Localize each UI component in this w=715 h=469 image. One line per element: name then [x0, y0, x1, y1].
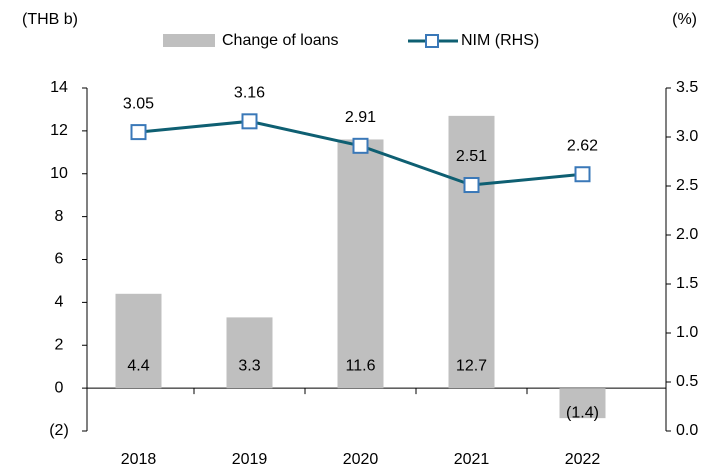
legend-label: Change of loans [222, 32, 339, 49]
y2-tick-label: 2.5 [676, 177, 698, 194]
y-tick-label: 8 [55, 208, 64, 225]
y-tick-label: 12 [50, 122, 68, 139]
x-tick-label: 2022 [565, 451, 601, 468]
bar [337, 139, 384, 389]
y-tick-label: 0 [55, 379, 64, 396]
legend-marker [425, 34, 439, 48]
x-tick-label: 2018 [121, 451, 157, 468]
y-tick-label: 10 [50, 165, 68, 182]
line-value-label: 2.62 [567, 137, 598, 154]
x-tick-label: 2020 [343, 451, 379, 468]
bar [226, 317, 273, 389]
y2-tick-label: 2.0 [676, 226, 698, 243]
bar [448, 115, 495, 389]
legend-swatch [163, 34, 215, 47]
bar-value-label: 4.4 [127, 357, 149, 374]
line-marker [352, 137, 369, 154]
bar [115, 293, 162, 389]
y2-tick-label: 3.5 [676, 79, 698, 96]
line-marker [463, 177, 480, 194]
legend-label: NIM (RHS) [461, 32, 539, 49]
bar [559, 388, 606, 419]
y-tick-label: 2 [55, 336, 64, 353]
y-tick-label: 14 [50, 79, 68, 96]
line-value-label: 3.05 [123, 95, 154, 112]
line-value-label: 2.51 [456, 148, 487, 165]
y2-tick-label: 3.0 [676, 128, 698, 145]
y2-tick-label: 0.0 [676, 422, 698, 439]
line-value-label: 2.91 [345, 109, 376, 126]
y-tick-label: 6 [55, 251, 64, 268]
y2-tick-label: 1.0 [676, 324, 698, 341]
bar-value-label: (1.4) [566, 404, 599, 421]
y2-tick-label: 1.5 [676, 275, 698, 292]
x-tick-label: 2021 [454, 451, 490, 468]
line-marker [241, 113, 258, 130]
line-value-label: 3.16 [234, 85, 265, 102]
bar-value-label: 12.7 [456, 357, 487, 374]
bar-value-label: 11.6 [346, 357, 376, 374]
line-marker [574, 166, 591, 183]
y-axis-label: (THB b) [22, 11, 78, 28]
x-tick-label: 2019 [232, 451, 268, 468]
y-tick-label: (2) [49, 422, 69, 439]
bar-value-label: 3.3 [238, 357, 260, 374]
y2-tick-label: 0.5 [676, 373, 698, 390]
y2-axis-label: (%) [672, 11, 697, 28]
line-marker [130, 124, 147, 141]
y-tick-label: 4 [55, 294, 64, 311]
